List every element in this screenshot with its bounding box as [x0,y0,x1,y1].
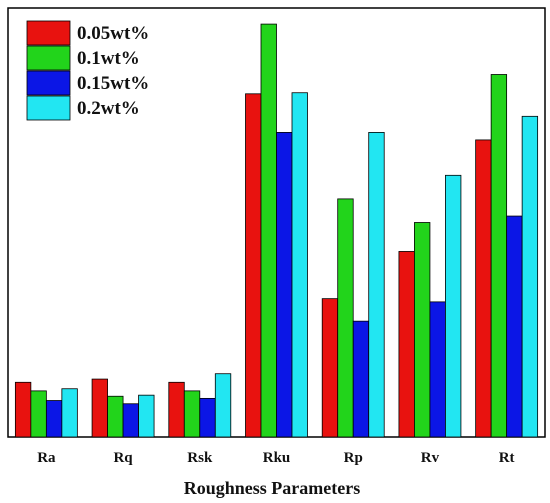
legend-swatch-4 [26,95,71,121]
bar-rp-series-1 [321,298,339,438]
bar-rp-series-3 [352,320,370,438]
bar-rq-series-4 [138,394,155,438]
bar-ra-series-1 [14,381,32,438]
bar-ra-series-3 [45,400,63,438]
x-tick-label-rp: Rp [344,450,363,466]
bar-rv-series-1 [398,251,415,438]
bar-rku-series-2 [260,23,277,438]
bar-rt-series-1 [475,139,492,438]
bar-rsk-series-3 [199,397,216,438]
bar-rt-series-3 [506,215,523,438]
legend-swatch-2 [26,45,71,71]
legend-swatch-1 [26,20,71,46]
legend-label-4: 0.2wt% [77,98,140,119]
bar-rku-series-1 [245,93,262,438]
legend: 0.05wt% 0.1wt% 0.15wt% 0.2wt% [26,20,149,121]
legend-label-1: 0.05wt% [77,23,149,44]
bar-rp-series-4 [368,132,385,438]
bar-rq-series-1 [91,378,108,438]
bar-rv-series-2 [414,222,431,438]
bar-rsk-series-2 [183,390,201,438]
bar-rsk-series-4 [214,373,232,438]
bar-ra-series-2 [30,390,47,438]
x-tick-label-ra: Ra [37,450,56,466]
bar-ra-series-4 [61,388,78,438]
bar-rq-series-2 [107,395,124,438]
x-tick-labels: Ra Rq Rsk Rku Rp Rv Rt [37,450,514,466]
bar-rku-series-3 [276,132,293,438]
bar-rt-series-4 [521,115,539,438]
bar-rp-series-2 [337,198,354,438]
x-axis-title: Roughness Parameters [184,478,360,498]
legend-label-2: 0.1wt% [77,48,140,69]
bar-rq-series-3 [122,403,139,438]
bar-rku-series-4 [291,92,308,438]
bar-rt-series-2 [490,74,508,438]
legend-label-3: 0.15wt% [77,73,149,94]
x-tick-label-rv: Rv [421,450,440,466]
legend-swatch-3 [26,70,71,96]
bar-rv-series-4 [445,174,462,438]
bar-rv-series-3 [429,301,446,438]
bars-group [14,23,539,438]
x-tick-label-rt: Rt [499,450,515,466]
x-tick-label-rq: Rq [113,450,133,466]
x-tick-label-rsk: Rsk [187,450,213,466]
x-tick-label-rku: Rku [263,450,291,466]
bar-rsk-series-1 [168,381,185,438]
